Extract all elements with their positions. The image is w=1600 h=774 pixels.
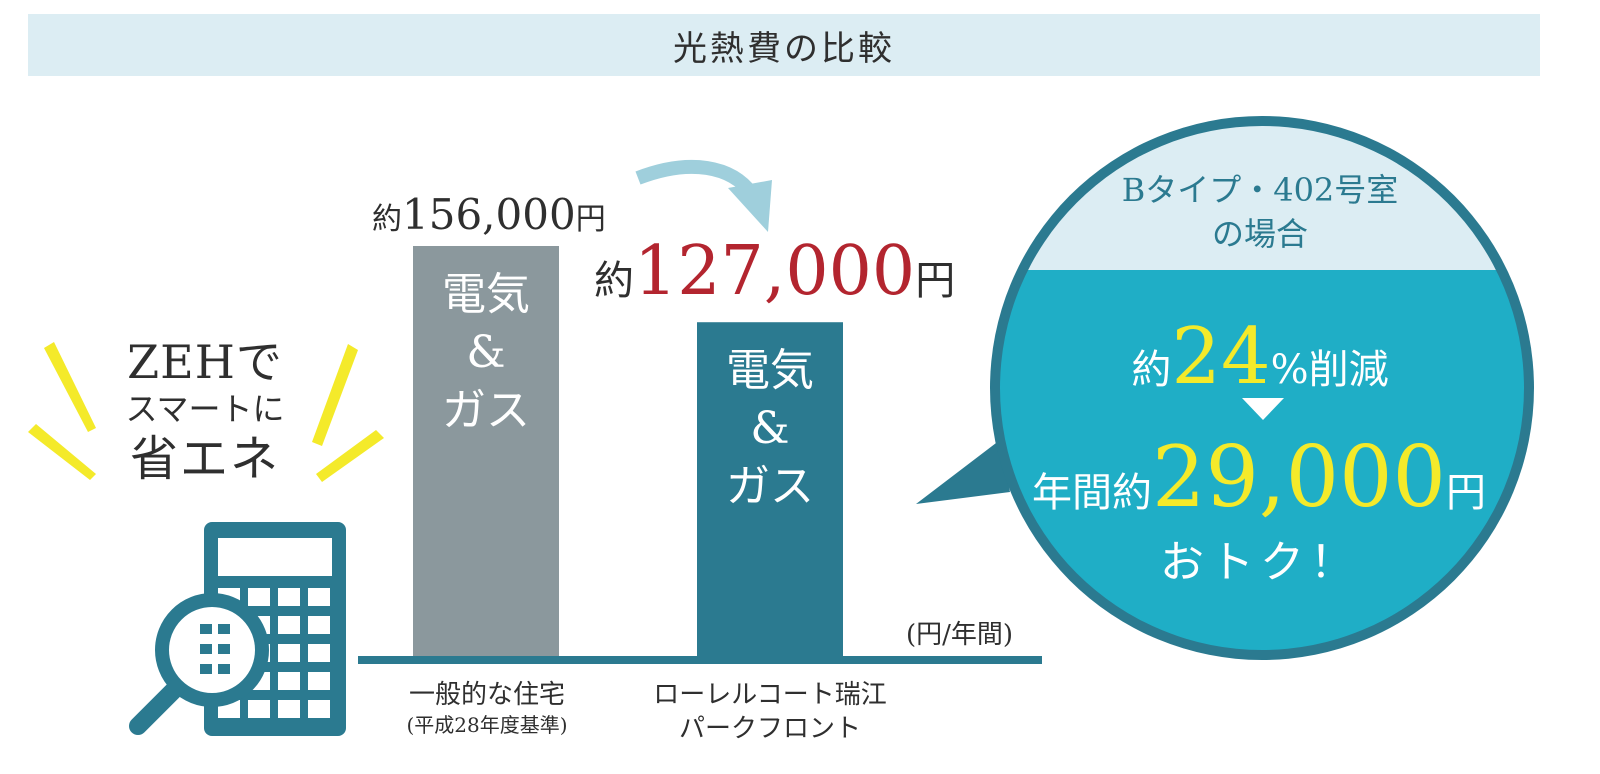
- bar-inner-line: ガス: [726, 461, 814, 513]
- value-number: 127,000: [634, 232, 916, 312]
- slogan-line-3: 省エネ: [129, 431, 280, 487]
- value-number: 156,000: [402, 190, 576, 239]
- page-title: 光熱費の比較: [673, 28, 895, 69]
- value-prefix: 約: [594, 258, 634, 305]
- value-label-laurel: 約127,000円: [594, 232, 955, 311]
- calculator-magnifier-icon: [129, 522, 346, 736]
- callout-room-line-1: Bタイプ・402号室: [1121, 171, 1399, 209]
- bar-inner-text-general: 電気 & ガス: [413, 266, 559, 440]
- value-label-general: 約156,000円: [372, 190, 606, 239]
- bar-general-house: [413, 246, 559, 656]
- burst-ray-left-bottom: [28, 424, 96, 480]
- bar-laurel-court: [697, 322, 843, 656]
- callout-room-info: Bタイプ・402号室 の場合: [1080, 168, 1440, 256]
- saving-prefix: 年間約: [1032, 470, 1153, 516]
- reduction-suffix: %削減: [1270, 347, 1389, 393]
- saving-suffix: 円: [1445, 470, 1486, 516]
- category-sub: (平成28年度基準): [406, 713, 568, 737]
- reduction-value: 24: [1171, 312, 1271, 402]
- saving-note: おトク！: [1160, 537, 1360, 588]
- annual-saving: 年間約29,000円: [1004, 428, 1514, 526]
- slogan-line-2: スマートに: [125, 390, 285, 428]
- down-triangle-icon: [1242, 398, 1284, 420]
- burst-ray-left-top: [44, 342, 96, 432]
- category-sub: パークフロント: [678, 714, 861, 744]
- value-suffix: 円: [915, 258, 956, 305]
- callout-pointer: [916, 440, 1010, 504]
- burst-ray-right-bottom: [316, 430, 384, 482]
- saving-value: 29,000: [1152, 428, 1446, 526]
- value-prefix: 約: [372, 202, 402, 237]
- unit-label: (円/年間): [906, 620, 1014, 650]
- slogan-line-1: ZEHで: [127, 335, 283, 389]
- bar-inner-line: ガス: [442, 385, 530, 436]
- category-label-laurel: ローレルコート瑞江 パークフロント: [630, 678, 910, 746]
- bar-inner-text-laurel: 電気 & ガス: [697, 342, 843, 516]
- bar-inner-line: &: [750, 403, 790, 455]
- category-main: ローレルコート瑞江: [653, 680, 887, 710]
- title-bar: 光熱費の比較: [28, 14, 1540, 76]
- reduction-prefix: 約: [1131, 347, 1172, 393]
- callout-room-line-2: の場合: [1211, 215, 1308, 253]
- bar-inner-line: 電気: [442, 269, 530, 320]
- category-main: 一般的な住宅: [408, 680, 565, 710]
- category-label-general: 一般的な住宅 (平成28年度基準): [372, 678, 602, 738]
- bar-inner-line: 電気: [726, 345, 814, 397]
- burst-ray-right-top: [312, 344, 358, 446]
- bar-inner-line: &: [466, 327, 506, 378]
- curved-arrow-icon: [635, 160, 772, 232]
- value-suffix: 円: [575, 202, 606, 237]
- reduction-rate: 約24%削減: [1040, 312, 1480, 402]
- slogan: ZEHで スマートに 省エネ: [80, 336, 330, 488]
